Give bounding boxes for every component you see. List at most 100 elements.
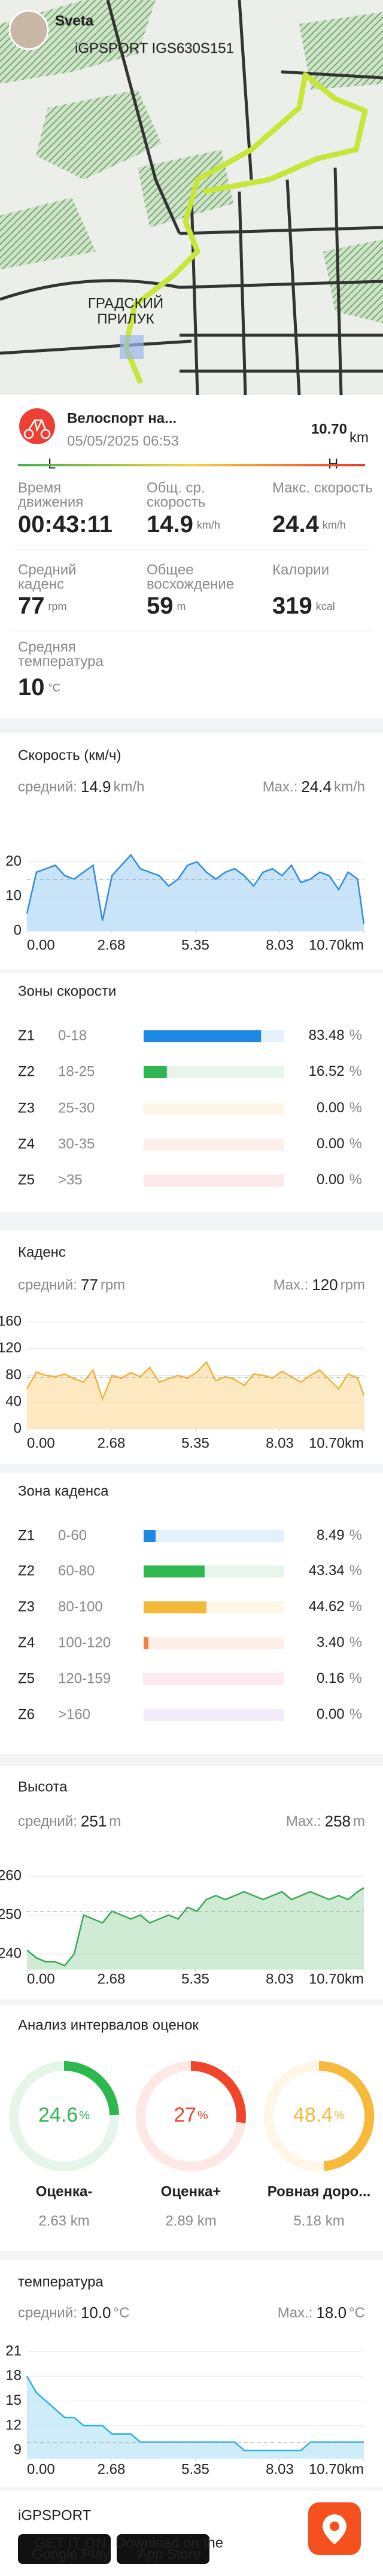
x-tick-label: 8.03	[266, 937, 294, 953]
intensity-bar	[18, 464, 365, 466]
zone-percent: 43.34%	[309, 1562, 362, 1579]
zone: Z3	[18, 1100, 35, 1116]
zone-track	[144, 1175, 284, 1187]
x-tick-label: 5.35	[181, 2461, 209, 2477]
zone-percent: 0.00%	[317, 1136, 362, 1152]
zone-percent: 0.00%	[317, 1706, 362, 1722]
stat-label: каденс	[18, 576, 64, 592]
x-tick-label: 2.68	[98, 1435, 126, 1451]
stat-value: 14.9	[147, 511, 193, 538]
stat: 319 kcal	[272, 593, 335, 619]
x-tick-label: 0.00	[27, 1971, 55, 1987]
stat-label: Средняя	[18, 639, 76, 655]
max-value: 258	[325, 1812, 351, 1830]
y-tick-label: 120	[0, 1340, 22, 1356]
brand: iGPSPORT	[18, 2507, 92, 2523]
avg-label: средний:	[18, 779, 77, 795]
section-title: Высота	[18, 1779, 68, 1795]
zone: Z4	[18, 1136, 35, 1152]
donut-label: 48.4%	[293, 2104, 345, 2126]
percent-unit: %	[349, 1634, 362, 1650]
avg-label: средний:	[18, 1277, 77, 1293]
percent-unit: %	[349, 1527, 362, 1543]
interval-name: Оценка-	[36, 2183, 93, 2199]
store-badge[interactable]	[18, 2534, 111, 2564]
percent-value: 0.00	[317, 1172, 345, 1188]
avg-label: средний:	[18, 1813, 77, 1829]
place-label: ГРАДСКИЙ	[88, 295, 163, 311]
percent-value: 16.52	[309, 1063, 345, 1079]
y-tick-label: 0	[14, 922, 22, 938]
zone: Z5	[18, 1670, 35, 1686]
y-tick-label: 160	[0, 1313, 22, 1329]
x-tick-label: 0.00	[27, 937, 55, 953]
stat-unit: km/h	[197, 519, 220, 531]
zone-percent: 16.52%	[309, 1063, 362, 1079]
y-tick-label: 80	[5, 1367, 22, 1383]
stat-unit: km/h	[323, 519, 346, 531]
forest	[299, 12, 383, 90]
badge-line: GET IT ON	[35, 2535, 106, 2551]
avg-value: 77	[81, 1276, 98, 1294]
donut-label: 27%	[174, 2104, 208, 2126]
sport-icon	[19, 408, 55, 444]
x-tick-label: 10.70km	[309, 1971, 364, 1987]
x-tick-label: 8.03	[266, 2461, 294, 2477]
zone-percent: 0.16%	[317, 1670, 362, 1686]
percent-value: 0.16	[317, 1670, 345, 1686]
stat-unit: rpm	[48, 600, 67, 612]
avg: средний: 77 rpm	[18, 1276, 125, 1294]
store-badge[interactable]	[117, 2534, 209, 2564]
stat-label: Общее	[147, 562, 194, 578]
percent-unit: %	[349, 1100, 362, 1116]
interval-distance: 2.89 km	[165, 2213, 216, 2229]
zone-percent: 44.62%	[309, 1598, 362, 1615]
activity-date: 05/05/2025 06:53	[67, 433, 179, 449]
avg-unit: °C	[114, 2305, 130, 2321]
distance-unit: km	[349, 429, 369, 445]
stat-value: 10	[18, 674, 45, 700]
x-tick-label: 0.00	[27, 1435, 55, 1451]
percent-value: 44.62	[309, 1598, 345, 1615]
zone-bar	[144, 1601, 206, 1613]
max: Max.: 258 m	[286, 1812, 365, 1830]
max: Max.: 120 rpm	[273, 1276, 365, 1294]
app-icon[interactable]	[308, 2502, 361, 2555]
zone-track	[144, 1530, 284, 1542]
y-tick-label: 10	[5, 888, 22, 904]
percent-value: 0.00	[317, 1136, 345, 1152]
avatar[interactable]	[8, 10, 49, 50]
percent-unit: %	[349, 1598, 362, 1615]
user-name: Sveta	[55, 13, 94, 29]
stat-unit: m	[177, 600, 186, 612]
zone-bar	[144, 1066, 167, 1078]
x-tick-label: 0.00	[27, 2461, 55, 2477]
stat: 59 m	[147, 593, 186, 619]
stat: 24.4 km/h	[272, 511, 346, 538]
card	[0, 2005, 383, 2251]
percent-unit: %	[197, 2109, 208, 2122]
zone-range: >35	[58, 1172, 83, 1188]
zone: Z6	[18, 1706, 35, 1722]
zone-range: 30-35	[58, 1136, 95, 1152]
section-title: Зона каденса	[18, 1483, 109, 1499]
zone: Z1	[18, 1027, 35, 1043]
map: ГРАДСКИЙ ПРИЛУК Sveta iGPSPORT IGS630S15…	[0, 0, 383, 396]
x-tick-label: 10.70km	[309, 2461, 364, 2477]
zone-percent: 83.48%	[309, 1027, 362, 1043]
badge-line: Google Play	[32, 2546, 110, 2562]
interval-name: Оценка+	[161, 2183, 221, 2199]
stat: 00:43:11	[18, 511, 113, 538]
zone: Z5	[18, 1172, 35, 1188]
zone-percent: 0.00%	[317, 1172, 362, 1188]
max-label: Max.:	[278, 2305, 313, 2321]
stat-value: 24.4	[272, 511, 320, 538]
max-value: 18.0	[316, 2304, 346, 2322]
y-tick-label: 12	[5, 2417, 22, 2433]
max-label: Max.:	[273, 1277, 309, 1293]
line	[26, 854, 365, 924]
zone-track	[144, 1709, 284, 1721]
stat: 10 °C	[18, 674, 60, 700]
zone: Z1	[18, 1527, 35, 1543]
